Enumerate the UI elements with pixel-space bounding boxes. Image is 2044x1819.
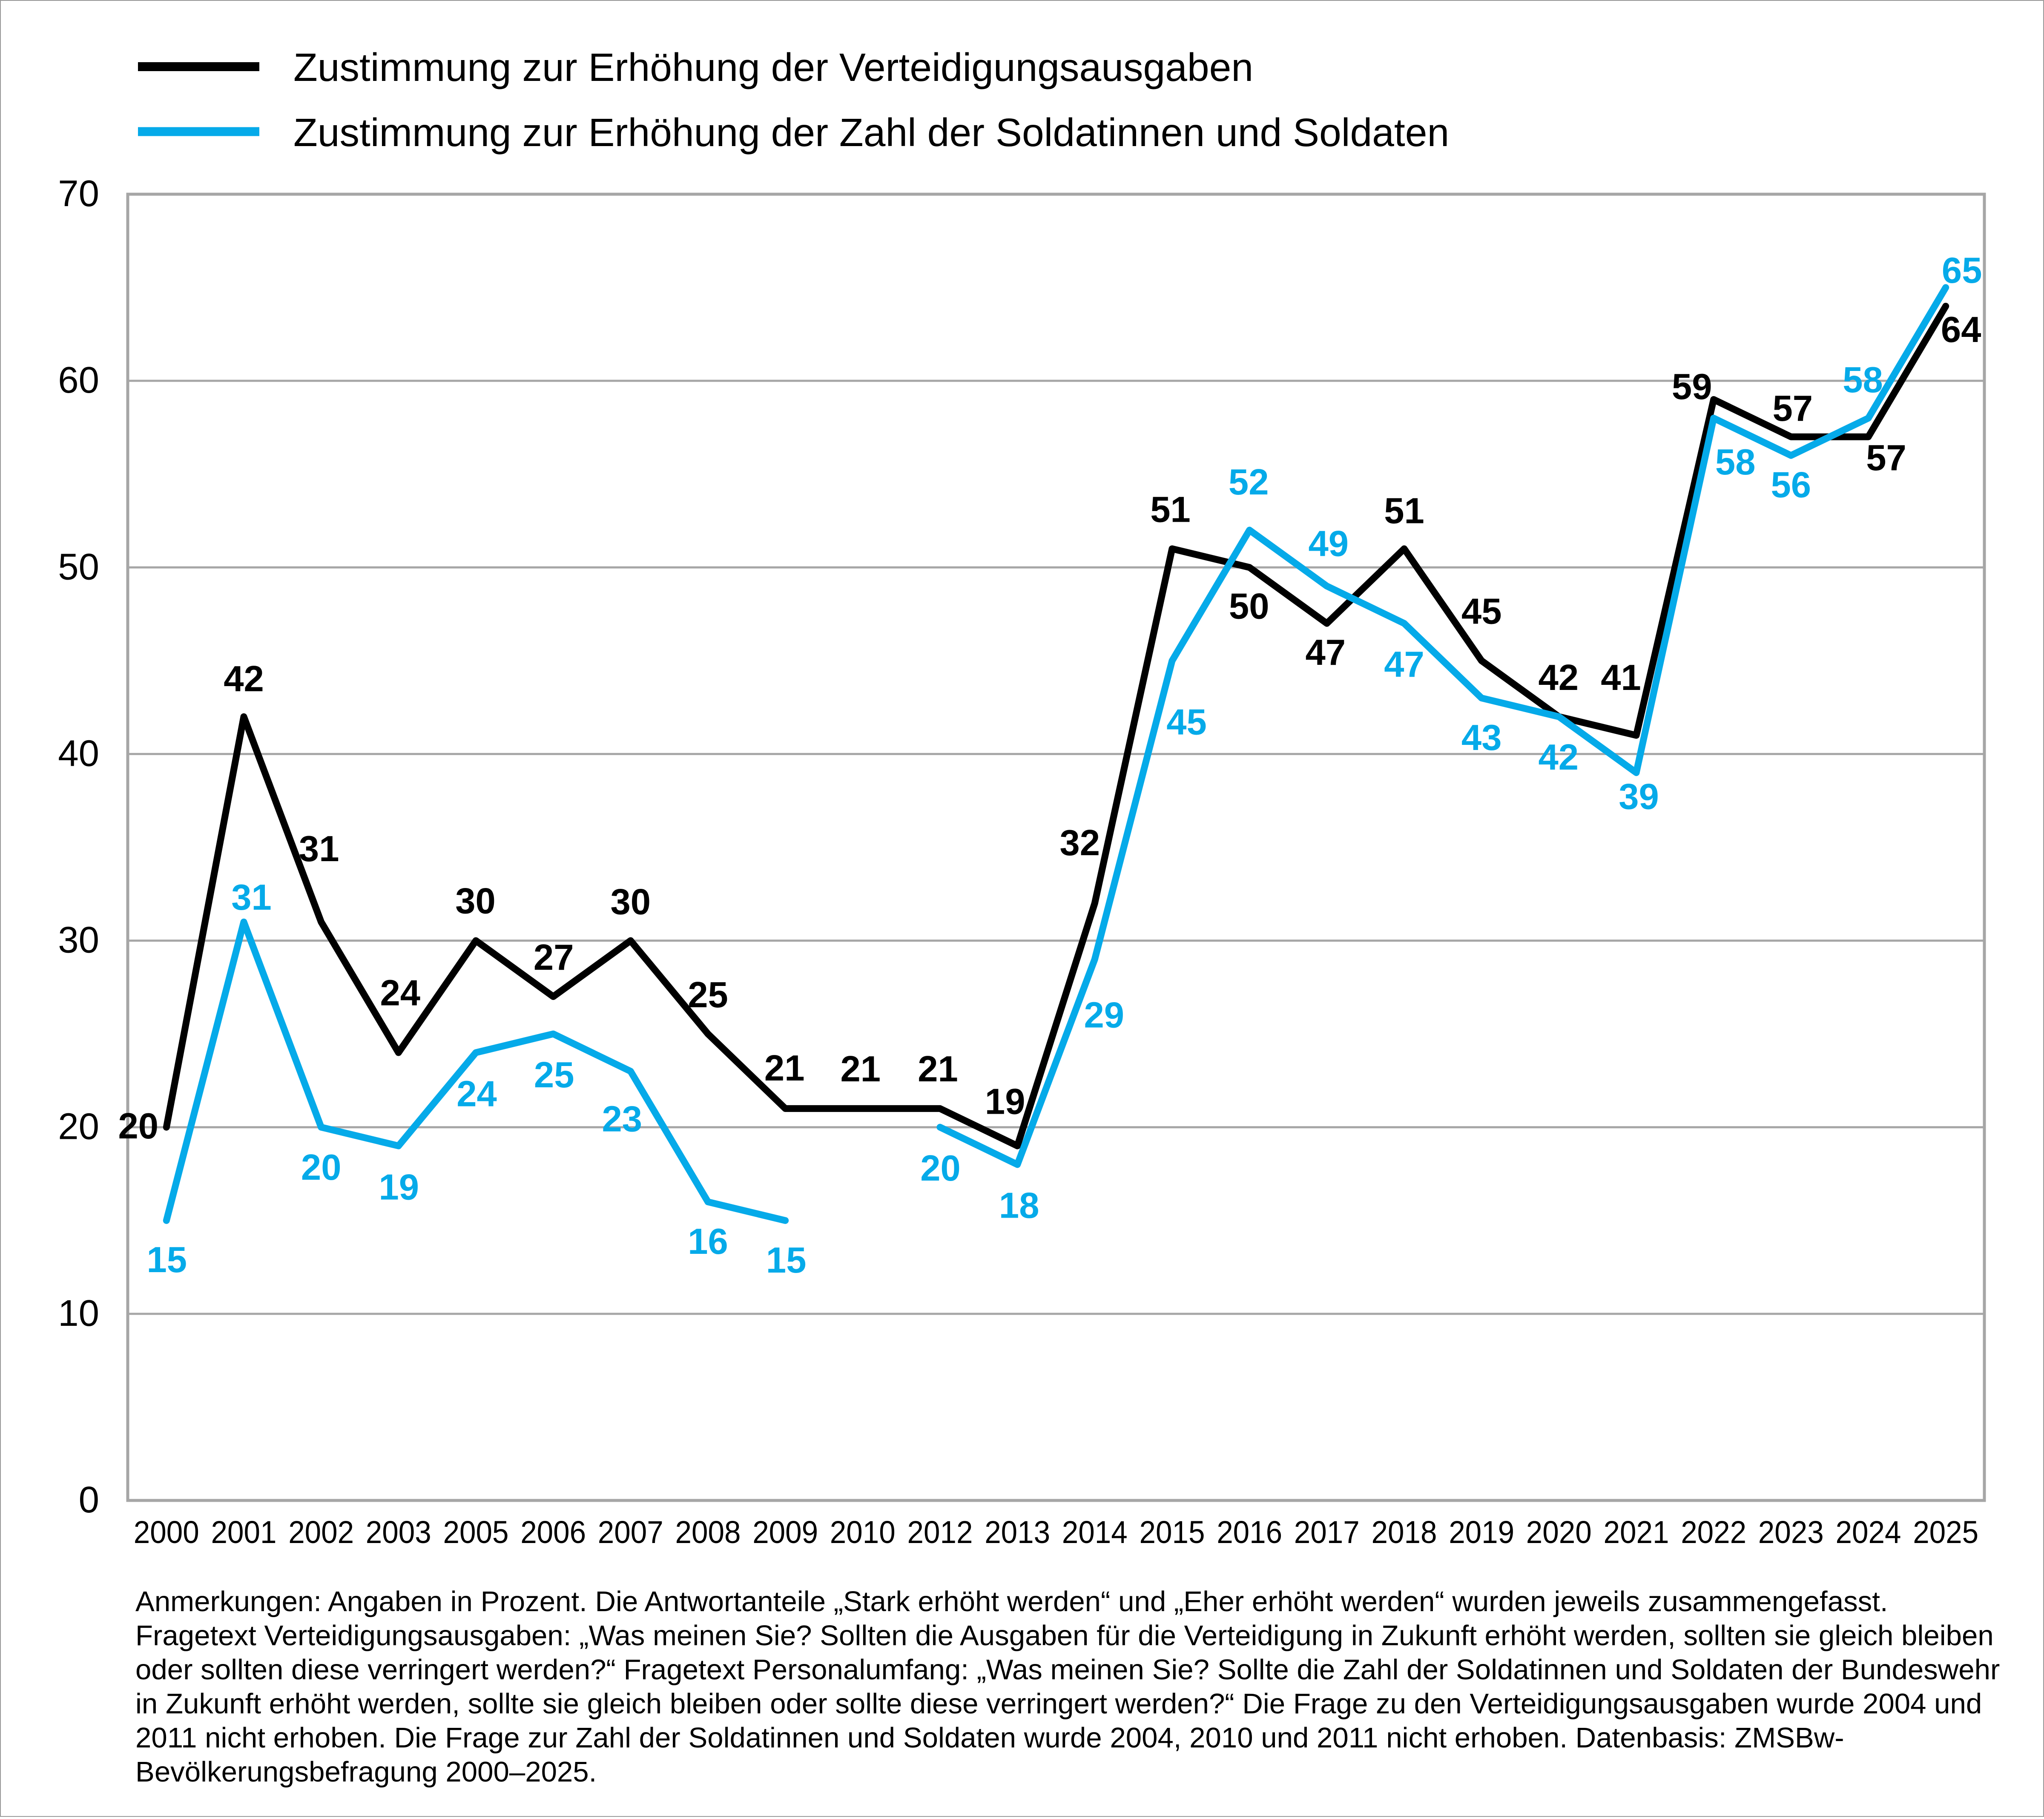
svg-text:23: 23 xyxy=(602,1099,643,1139)
svg-text:2014: 2014 xyxy=(1062,1514,1128,1550)
svg-text:70: 70 xyxy=(58,173,99,214)
svg-text:2011 nicht erhoben. Die Frage: 2011 nicht erhoben. Die Frage zur Zahl d… xyxy=(135,1722,1844,1754)
svg-text:57: 57 xyxy=(1773,388,1813,429)
svg-text:2003: 2003 xyxy=(366,1514,431,1550)
svg-text:2018: 2018 xyxy=(1372,1514,1437,1550)
svg-text:Fragetext Verteidigungsausgabe: Fragetext Verteidigungsausgaben: „Was me… xyxy=(135,1620,1994,1652)
svg-text:2001: 2001 xyxy=(211,1514,277,1550)
svg-text:2005: 2005 xyxy=(443,1514,509,1550)
svg-text:32: 32 xyxy=(1060,823,1100,863)
svg-text:2009: 2009 xyxy=(752,1514,818,1550)
svg-text:2008: 2008 xyxy=(675,1514,741,1550)
svg-text:45: 45 xyxy=(1166,702,1207,743)
svg-text:18: 18 xyxy=(999,1186,1039,1226)
svg-text:51: 51 xyxy=(1150,490,1191,530)
svg-text:0: 0 xyxy=(79,1479,99,1520)
svg-text:30: 30 xyxy=(58,920,99,961)
svg-text:51: 51 xyxy=(1384,491,1424,532)
svg-text:57: 57 xyxy=(1866,438,1906,478)
svg-text:42: 42 xyxy=(224,659,264,699)
svg-text:21: 21 xyxy=(918,1049,958,1089)
svg-text:31: 31 xyxy=(299,829,339,869)
svg-text:20: 20 xyxy=(920,1148,961,1189)
svg-text:2020: 2020 xyxy=(1526,1514,1592,1550)
svg-text:Zustimmung zur Erhöhung der Ve: Zustimmung zur Erhöhung der Verteidigung… xyxy=(293,45,1253,89)
svg-text:2025: 2025 xyxy=(1913,1514,1978,1550)
svg-text:2007: 2007 xyxy=(598,1514,663,1550)
svg-text:59: 59 xyxy=(1672,367,1712,407)
svg-text:47: 47 xyxy=(1384,644,1424,685)
svg-text:64: 64 xyxy=(1941,310,1981,350)
svg-text:47: 47 xyxy=(1306,632,1346,673)
svg-text:39: 39 xyxy=(1619,776,1659,817)
svg-text:2022: 2022 xyxy=(1681,1514,1746,1550)
svg-text:25: 25 xyxy=(688,975,728,1015)
svg-text:30: 30 xyxy=(611,882,651,922)
svg-text:27: 27 xyxy=(534,937,574,978)
svg-text:19: 19 xyxy=(985,1082,1025,1122)
svg-text:42: 42 xyxy=(1539,658,1579,698)
svg-text:2002: 2002 xyxy=(288,1514,354,1550)
svg-text:41: 41 xyxy=(1601,658,1641,698)
svg-text:2013: 2013 xyxy=(985,1514,1050,1550)
svg-text:in Zukunft erhöht werden, soll: in Zukunft erhöht werden, sollte sie gle… xyxy=(135,1688,1982,1720)
svg-text:2017: 2017 xyxy=(1294,1514,1360,1550)
svg-text:60: 60 xyxy=(58,359,99,401)
svg-text:21: 21 xyxy=(764,1048,805,1089)
svg-text:50: 50 xyxy=(1229,586,1269,627)
svg-text:24: 24 xyxy=(456,1074,497,1115)
svg-text:2019: 2019 xyxy=(1449,1514,1514,1550)
svg-text:43: 43 xyxy=(1461,718,1502,758)
svg-text:20: 20 xyxy=(301,1147,342,1188)
svg-text:15: 15 xyxy=(147,1240,187,1280)
svg-text:31: 31 xyxy=(231,877,272,918)
svg-text:19: 19 xyxy=(379,1167,419,1208)
svg-text:58: 58 xyxy=(1715,442,1756,483)
svg-text:2006: 2006 xyxy=(520,1514,586,1550)
svg-text:21: 21 xyxy=(841,1049,881,1089)
svg-text:15: 15 xyxy=(766,1240,807,1281)
svg-text:2024: 2024 xyxy=(1836,1514,1901,1550)
svg-text:2015: 2015 xyxy=(1140,1514,1205,1550)
svg-text:2010: 2010 xyxy=(830,1514,896,1550)
svg-text:42: 42 xyxy=(1539,737,1579,778)
svg-text:2021: 2021 xyxy=(1604,1514,1669,1550)
svg-text:Anmerkungen: Angaben in Prozen: Anmerkungen: Angaben in Prozent. Die Ant… xyxy=(135,1586,1888,1618)
svg-text:20: 20 xyxy=(58,1106,99,1147)
svg-text:50: 50 xyxy=(58,546,99,587)
svg-text:40: 40 xyxy=(58,733,99,774)
svg-text:Zustimmung zur Erhöhung der Za: Zustimmung zur Erhöhung der Zahl der Sol… xyxy=(293,110,1449,155)
svg-text:20: 20 xyxy=(118,1106,159,1147)
svg-text:2000: 2000 xyxy=(134,1514,199,1550)
svg-text:45: 45 xyxy=(1461,592,1502,632)
svg-text:oder sollten diese verringert: oder sollten diese verringert werden?“ F… xyxy=(135,1654,2000,1686)
svg-text:24: 24 xyxy=(380,973,421,1014)
svg-text:Bevölkerungsbefragung 2000–202: Bevölkerungsbefragung 2000–2025. xyxy=(135,1756,597,1788)
svg-text:2012: 2012 xyxy=(907,1514,973,1550)
svg-text:16: 16 xyxy=(688,1221,728,1262)
svg-text:65: 65 xyxy=(1942,250,1982,291)
svg-text:29: 29 xyxy=(1084,995,1125,1036)
svg-text:2016: 2016 xyxy=(1217,1514,1282,1550)
svg-text:58: 58 xyxy=(1843,360,1883,400)
svg-text:25: 25 xyxy=(534,1055,574,1095)
svg-text:30: 30 xyxy=(455,881,496,922)
svg-text:2023: 2023 xyxy=(1758,1514,1824,1550)
svg-text:52: 52 xyxy=(1229,462,1269,503)
svg-text:56: 56 xyxy=(1771,465,1811,506)
svg-text:10: 10 xyxy=(58,1293,99,1334)
svg-text:49: 49 xyxy=(1309,523,1349,564)
